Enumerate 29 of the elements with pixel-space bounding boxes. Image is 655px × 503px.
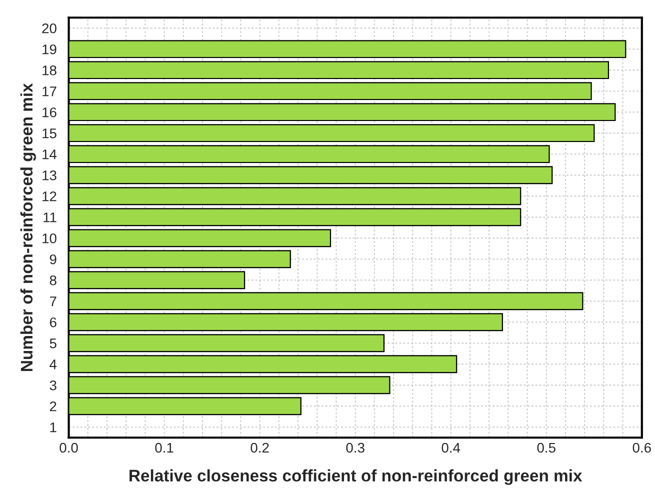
y-axis-title: Number of non-reinforced green mix <box>20 83 36 371</box>
y-tick-label: 3 <box>50 380 56 390</box>
x-tick-label: 0.6 <box>632 442 651 453</box>
y-tick-label: 17 <box>42 86 56 96</box>
y-tick-label: 9 <box>50 254 56 264</box>
y-tick-label: 2 <box>50 401 56 412</box>
y-tick-label: 1 <box>50 422 56 432</box>
y-tick-label: 15 <box>42 128 56 138</box>
x-axis-title: Relative closeness cofficient of non-reinforced green mix <box>130 469 582 485</box>
y-tick-label: 10 <box>42 233 56 244</box>
y-tick-label: 14 <box>42 150 57 160</box>
y-tick-label: 11 <box>44 212 56 222</box>
y-tick-label: 6 <box>50 317 56 328</box>
y-tick-label: 5 <box>50 338 56 348</box>
x-tick-label: 0.4 <box>442 442 460 453</box>
y-tick-label: 16 <box>42 107 56 118</box>
x-tick-label: 0.5 <box>537 442 556 453</box>
y-tick-label: 12 <box>42 191 56 202</box>
x-tick-label: 0.2 <box>250 442 269 453</box>
y-tick-label: 8 <box>50 275 56 286</box>
y-tick-label: 13 <box>42 170 56 180</box>
x-tick-label: 0.0 <box>60 442 78 453</box>
x-tick-label: 0.1 <box>155 442 174 453</box>
x-tick-label: 0.3 <box>346 442 364 453</box>
y-tick-label: 7 <box>50 296 56 306</box>
y-tick-label: 19 <box>42 44 56 54</box>
y-tick-label: 20 <box>42 23 56 34</box>
y-tick-label: 4 <box>50 360 57 370</box>
y-tick-label: 18 <box>42 65 56 76</box>
